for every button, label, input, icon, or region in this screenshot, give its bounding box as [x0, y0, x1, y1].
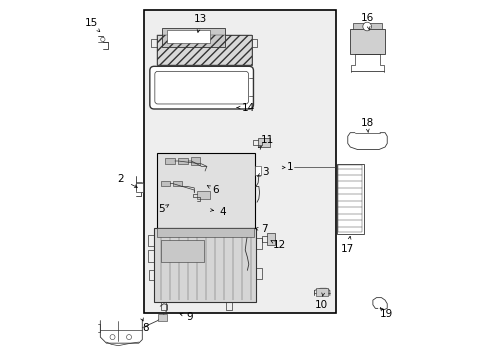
Bar: [161, 240, 204, 262]
Text: 11: 11: [261, 135, 274, 145]
Bar: [164, 158, 175, 164]
Bar: [197, 192, 209, 199]
FancyBboxPatch shape: [149, 66, 253, 109]
Bar: [136, 183, 142, 192]
Bar: [154, 228, 256, 302]
Text: 10: 10: [314, 300, 327, 310]
Bar: [336, 164, 363, 234]
Circle shape: [101, 37, 105, 41]
Text: 15: 15: [84, 18, 98, 28]
Bar: [156, 153, 255, 228]
Circle shape: [110, 334, 115, 339]
Bar: [172, 181, 182, 186]
Text: 1: 1: [286, 162, 293, 172]
Bar: [156, 35, 251, 65]
Circle shape: [126, 334, 131, 339]
Text: 13: 13: [194, 14, 207, 24]
Bar: [167, 30, 210, 42]
Text: 9: 9: [186, 312, 193, 322]
Text: 7: 7: [261, 225, 267, 234]
Text: 12: 12: [272, 240, 285, 250]
Circle shape: [362, 22, 371, 31]
Text: 14: 14: [242, 103, 255, 113]
Text: 19: 19: [379, 310, 392, 319]
Bar: [158, 315, 166, 321]
Text: 3: 3: [262, 167, 268, 177]
Bar: [161, 181, 170, 186]
Bar: [352, 23, 382, 30]
Text: 18: 18: [360, 118, 373, 128]
Bar: [191, 157, 200, 165]
Bar: [338, 165, 362, 232]
Bar: [316, 288, 327, 296]
Text: 16: 16: [360, 13, 373, 23]
Bar: [156, 228, 254, 237]
Bar: [162, 28, 224, 47]
Text: 17: 17: [341, 244, 354, 254]
Text: 6: 6: [211, 185, 218, 195]
Bar: [258, 138, 269, 147]
Bar: [266, 233, 274, 244]
Bar: [349, 29, 385, 54]
Bar: [254, 166, 261, 175]
Bar: [156, 35, 251, 65]
Text: 8: 8: [142, 323, 149, 333]
Text: 4: 4: [219, 207, 225, 217]
Text: 5: 5: [158, 204, 164, 215]
Bar: [144, 10, 335, 313]
Bar: [178, 158, 188, 164]
Text: 2: 2: [117, 174, 124, 184]
